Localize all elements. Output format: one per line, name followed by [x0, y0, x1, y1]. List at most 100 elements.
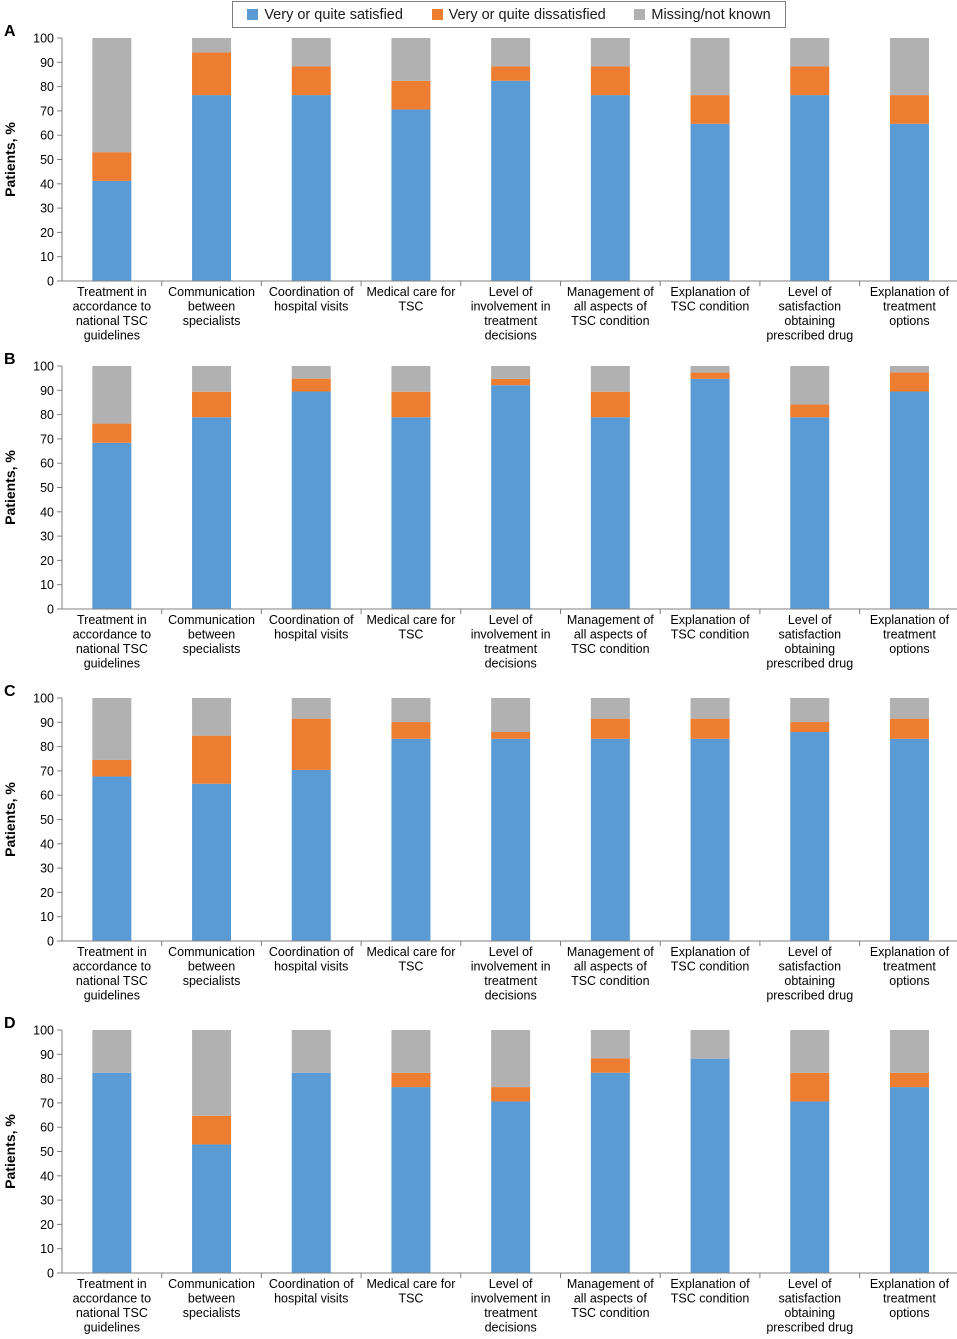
bar-segment-dissatisfied	[790, 722, 830, 733]
x-tick-label-line: Explanation of	[870, 1277, 950, 1291]
x-tick-label-line: hospital visits	[274, 628, 348, 642]
x-tick-label: Explanation of TSC condition	[670, 1277, 750, 1306]
x-tick-label-line: Explanation of	[870, 285, 950, 299]
y-axis-title: Patients, %	[2, 122, 18, 197]
legend-item-missing: Missing/not known	[634, 7, 771, 23]
x-tick-label-line: hospital visits	[274, 960, 348, 974]
x-tick-label-line: treatment	[484, 642, 537, 656]
bar-segment-satisfied	[291, 1072, 331, 1273]
x-tick-label-line: Treatment in	[77, 1277, 147, 1291]
bar-segment-dissatisfied	[192, 391, 232, 418]
x-tick-label: Level of involvement in treatment decisions	[471, 613, 551, 671]
x-tick-label-line: involvement in	[471, 628, 551, 642]
y-tick-label: 60	[40, 789, 54, 803]
bar-segment-dissatisfied	[590, 66, 630, 96]
x-tick-label-line: prescribed drug	[766, 989, 853, 1003]
y-tick-label: 10	[40, 1242, 54, 1256]
x-tick-label-line: Level of	[489, 1277, 533, 1291]
x-tick-label-line: guidelines	[84, 329, 140, 343]
bar-segment-dissatisfied	[491, 732, 531, 739]
bar-segment-dissatisfied	[92, 423, 132, 443]
y-tick-label: 10	[40, 250, 54, 264]
x-tick-label-line: TSC condition	[671, 300, 750, 314]
chart-panel-d: D Patients, % 0 10 20 30 40 50 60 70 80 90 100 Treatm…	[2, 1015, 957, 1335]
y-tick-label: 100	[33, 360, 54, 374]
y-tick-label: 10	[40, 910, 54, 924]
bar-segment-satisfied	[590, 417, 630, 609]
bar-segment-missing	[491, 698, 531, 733]
bar-segment-satisfied	[291, 95, 331, 281]
x-tick-label-line: obtaining	[784, 314, 835, 328]
x-tick-label-line: accordance to	[73, 960, 152, 974]
x-tick-label-line: national TSC	[76, 1306, 148, 1320]
bar-segment-missing	[790, 698, 830, 723]
bar-segment-satisfied	[590, 738, 630, 941]
bar-segment-missing	[690, 38, 730, 96]
bar-segment-satisfied	[391, 738, 431, 941]
bar-segment-satisfied	[889, 1087, 929, 1273]
x-tick-label-line: specialists	[183, 974, 241, 988]
bar-segment-missing	[889, 698, 929, 719]
x-tick-label-line: TSC	[398, 300, 423, 314]
bar-segment-dissatisfied	[391, 391, 431, 418]
y-tick-label: 50	[40, 813, 54, 827]
x-tick-label-line: involvement in	[471, 1292, 551, 1306]
bar-segment-missing	[889, 1030, 929, 1073]
y-tick-label: 80	[40, 80, 54, 94]
bar-segment-missing	[889, 366, 929, 373]
bar-segment-dissatisfied	[291, 378, 331, 392]
bar-segment-dissatisfied	[92, 152, 132, 181]
legend-swatch-missing	[634, 9, 646, 20]
bar-segment-dissatisfied	[391, 1072, 431, 1088]
y-tick-label: 60	[40, 1121, 54, 1135]
x-tick-label: Management of all aspects of TSC condition	[567, 613, 654, 656]
x-tick-label-line: treatment	[883, 300, 936, 314]
x-tick-label: Management of all aspects of TSC condition	[567, 945, 654, 988]
bar-segment-missing	[192, 38, 232, 53]
x-tick-label-line: Explanation of	[870, 613, 950, 627]
x-tick-label-line: national TSC	[76, 314, 148, 328]
bar-segment-satisfied	[790, 417, 830, 609]
bar-segment-missing	[590, 366, 630, 392]
x-tick-label-line: treatment	[484, 974, 537, 988]
x-tick-label: Level of involvement in treatment decisions	[471, 945, 551, 1003]
legend-swatch-satisfied	[247, 9, 259, 20]
bar-segment-missing	[291, 1030, 331, 1073]
chart-panel-b: B Patients, % 0 10 20 30 40 50 60 70 80 90 100 Treatm…	[2, 351, 957, 671]
bar-segment-missing	[92, 366, 132, 424]
x-tick-label: Management of all aspects of TSC condition	[567, 1277, 654, 1320]
x-tick-label-line: prescribed drug	[766, 329, 853, 343]
bar-segment-dissatisfied	[690, 718, 730, 739]
panel-label: D	[4, 1015, 16, 1032]
x-tick-label-line: Coordination of	[269, 945, 354, 959]
x-tick-label-line: Explanation of	[670, 1277, 750, 1291]
x-tick-label-line: accordance to	[73, 300, 152, 314]
x-tick-label-line: options	[889, 642, 929, 656]
y-tick-label: 90	[40, 716, 54, 730]
x-tick-label-line: Coordination of	[269, 613, 354, 627]
y-tick-label: 100	[33, 1024, 54, 1038]
bar-segment-satisfied	[92, 442, 132, 609]
bar-segment-satisfied	[889, 123, 929, 282]
x-tick-label-line: guidelines	[84, 1321, 140, 1335]
x-tick-label-line: Communication	[168, 613, 255, 627]
x-tick-label-line: Communication	[168, 285, 255, 299]
x-tick-label-line: Communication	[168, 1277, 255, 1291]
bar-segment-satisfied	[92, 180, 132, 281]
y-tick-label: 0	[47, 603, 54, 617]
x-tick-label-line: options	[889, 1306, 929, 1320]
bar-segment-missing	[889, 38, 929, 96]
bar-segment-missing	[192, 698, 232, 736]
x-tick-label-line: hospital visits	[274, 1292, 348, 1306]
y-tick-label: 20	[40, 554, 54, 568]
bar-segment-missing	[491, 1030, 531, 1088]
x-tick-label-line: satisfaction	[778, 960, 841, 974]
x-tick-label-line: Level of	[489, 945, 533, 959]
x-tick-label-line: decisions	[485, 1321, 537, 1335]
x-tick-label: Treatment in accordance to national TSC gui…	[73, 1277, 152, 1335]
x-tick-label: Management of all aspects of TSC condition	[567, 285, 654, 328]
chart-panel-a: A Patients, % 0 10 20 30 40 50 60 70 80 90 100 Treatm…	[2, 23, 957, 343]
y-tick-label: 50	[40, 1145, 54, 1159]
x-tick-label-line: treatment	[484, 314, 537, 328]
bar-segment-dissatisfied	[491, 378, 531, 386]
